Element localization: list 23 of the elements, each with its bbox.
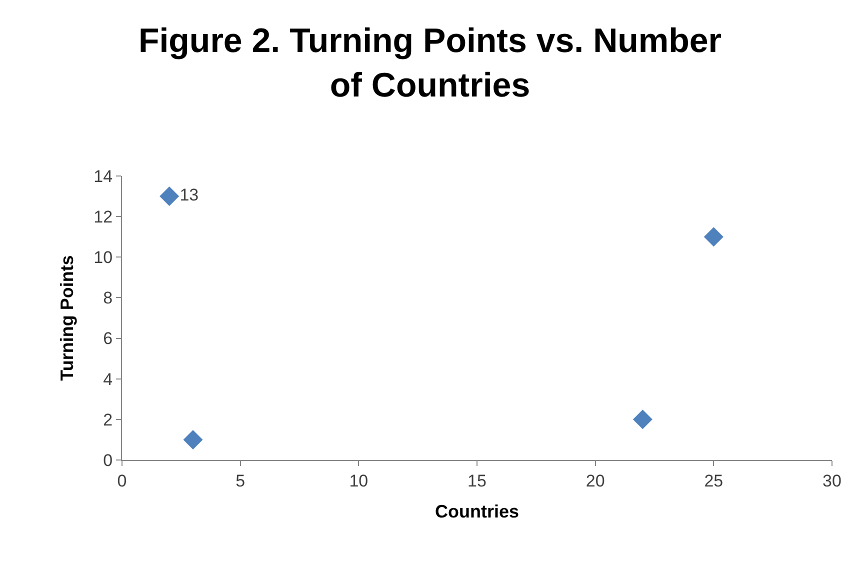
x-tick-label: 10 — [349, 471, 368, 490]
y-tick-label: 12 — [94, 208, 113, 227]
y-tick-label: 6 — [103, 329, 113, 348]
point — [160, 186, 180, 206]
x-tick-label: 0 — [117, 471, 127, 490]
y-tick-label: 0 — [103, 450, 113, 470]
data-label: 13 — [180, 186, 199, 205]
x-tick-label: 25 — [704, 471, 724, 490]
y-tick-label: 10 — [94, 248, 113, 268]
y-tick-label: 14 — [94, 166, 113, 186]
point — [704, 227, 724, 247]
chart-title: Figure 2. Turning Points vs. Number of Countries — [138, 22, 722, 104]
x-tick-label: 15 — [468, 471, 486, 490]
y-tick-label: 2 — [103, 410, 113, 430]
x-tick-label: 20 — [586, 471, 605, 490]
y-axis-title: Turning Points — [56, 255, 77, 381]
x-axis-title: Countries — [434, 502, 520, 522]
x-tick-label: 30 — [822, 471, 842, 490]
point — [632, 410, 652, 430]
x-tick-label: 5 — [236, 471, 246, 490]
y-tick-label: 8 — [103, 288, 113, 308]
y-tick-label: 4 — [103, 370, 113, 389]
point — [183, 430, 203, 450]
